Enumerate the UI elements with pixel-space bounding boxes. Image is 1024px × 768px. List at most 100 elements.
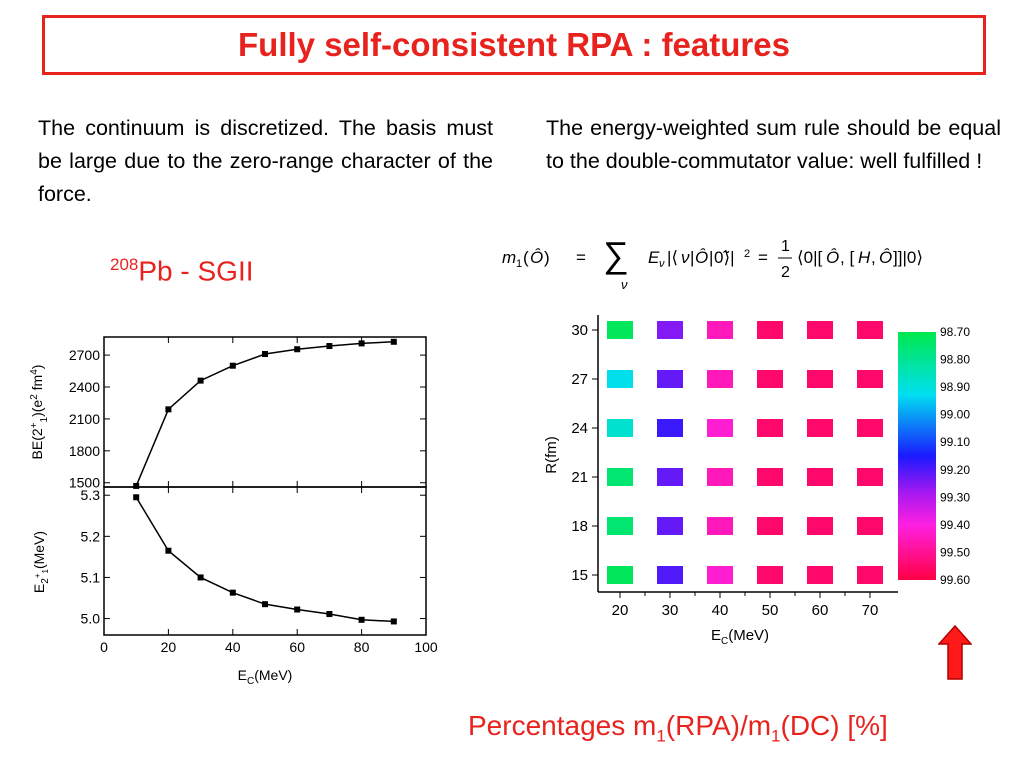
left-charts: 1500 1800 2100 2400 2700 BE(2+1)(e2 fm4) 5.0… [29,336,438,687]
heatmap-chart: 30 27 24 21 18 15 20 30 40 50 60 70 R(fm) EC(MeV) 9… [543,315,970,647]
e2-data-point [133,494,140,501]
heatmap-cell [607,517,633,535]
be2-y-tick-label: 2400 [69,379,100,395]
e2-data-point [229,589,236,596]
svg-text:(: ( [523,248,529,267]
heatmap-y-tick-label: 18 [571,518,588,535]
caption-sub-2: 1 [771,726,781,746]
heatmap-x-tick-label: 60 [812,602,829,619]
heatmap-cell [657,468,683,486]
right-paragraph: The energy-weighted sum rule should be e… [546,116,1001,173]
svg-text:Ô: Ô [879,248,892,267]
heatmap-cell [757,566,783,584]
svg-text:ν: ν [681,248,690,267]
heatmap-x-tick-label: 40 [712,602,729,619]
svg-text:|⟨: |⟨ [667,248,678,267]
be2-data-point [165,406,172,413]
svg-text:=: = [758,248,768,267]
svg-text:0̃⟩|: 0̃⟩| [714,248,735,267]
left-paragraph: The continuum is discretized. The basis … [38,116,493,206]
heatmap-cell [857,419,883,437]
be2-y-tick-label: 1800 [69,443,100,459]
e2-plot-frame [103,486,427,636]
heatmap-y-tick-label: 15 [571,567,588,584]
e2-y-tick-label: 5.1 [81,569,101,585]
colorbar [898,332,936,580]
ec-x-tick-label: 20 [161,639,177,655]
ec-x-tick-label: 0 [100,639,108,655]
colorbar-label: 99.20 [940,463,970,477]
be2-panel: 1500 1800 2100 2400 2700 BE(2+1)(e2 fm4) [29,336,427,491]
heatmap-x-axis-label: EC(MeV) [711,627,769,647]
svg-text:E: E [648,248,660,267]
be2-y-tick-label: 1500 [69,475,100,491]
svg-text:1: 1 [516,258,522,270]
svg-text:Ô: Ô [695,248,708,267]
heatmap-cell [607,419,633,437]
colorbar-label: 99.60 [940,573,970,587]
be2-y-axis-label: BE(2+1)(e2 fm4) [29,365,50,460]
svg-text:]]|0⟩: ]]|0⟩ [893,248,923,267]
heatmap-cell [857,566,883,584]
colorbar-label: 98.90 [940,380,970,394]
heatmap-cell [807,321,833,339]
ec-x-axis-label: EC(MeV) [238,667,293,687]
heatmap-y-axis-label: R(fm) [543,436,560,474]
nucleus-force-label: Pb - SGII [138,255,254,287]
caption-part-3: (DC) [%] [780,710,888,741]
svg-text:Ô: Ô [826,248,839,267]
svg-text:⟨0|[: ⟨0|[ [797,248,823,267]
heatmap-cell [757,468,783,486]
e2-data-point [197,574,204,581]
heatmap-cell [807,566,833,584]
heatmap-cell [657,370,683,388]
e2-data-point [294,606,301,613]
heatmap-cell [607,370,633,388]
heatmap-cell [857,370,883,388]
heatmap-x-tick-label: 50 [762,602,779,619]
be2-data-point [262,351,268,358]
svg-text:2: 2 [744,248,750,260]
heatmap-cell [807,517,833,535]
colorbar-label: 99.50 [940,545,970,559]
caption-part-1: Percentages m [468,710,657,741]
heatmap-cell [707,517,733,535]
colorbar-label: 99.30 [940,490,970,504]
mass-number: 208 [110,255,139,274]
heatmap-cell [607,321,633,339]
caption-part-2: (RPA)/m [665,710,772,741]
svg-text:,: , [871,248,876,267]
colorbar-label: 99.00 [940,408,970,422]
svg-text:1: 1 [781,238,790,255]
e2-data-point [262,601,268,608]
svg-text:2: 2 [781,264,790,281]
be2-y-tick-label: 2700 [69,347,100,363]
be2-series-line [135,341,394,487]
heatmap-cell [757,370,783,388]
heatmap-cell [807,468,833,486]
heatmap-cell [757,419,783,437]
colorbar-label: 99.10 [940,435,970,449]
svg-text:ν: ν [621,277,628,292]
colorbar-label: 99.40 [940,518,970,532]
caption-sub-1: 1 [656,726,666,746]
svg-text:|: | [709,248,713,267]
ec-x-tick-label: 80 [354,639,370,655]
colorbar-label: 98.70 [940,325,970,339]
e2-panel: 5.0 5.1 5.2 5.3 E2+1(MeV) 0 20 40 60 80 100 EC(M… [31,486,438,687]
heatmap-cell [807,370,833,388]
sum-rule-formula: m 1 ( Ô ) = ∑ ν E ν |⟨ ν | Ô | 0̃⟩| 2 = … [502,234,923,292]
heatmap-x-tick-label: 20 [612,602,629,619]
slide-title: Fully self-consistent RPA : features [238,26,790,63]
colorbar-label: 98.80 [940,353,970,367]
heatmap-cell [607,468,633,486]
heatmap-cell [607,566,633,584]
heatmap-cell [857,517,883,535]
heatmap-cell [757,517,783,535]
svg-text:m: m [502,248,516,267]
heatmap-cell [657,566,683,584]
be2-y-tick-label: 2100 [69,411,100,427]
heatmap-x-tick-label: 70 [862,602,879,619]
heatmap-cell [657,419,683,437]
svg-text:ν: ν [659,258,665,270]
